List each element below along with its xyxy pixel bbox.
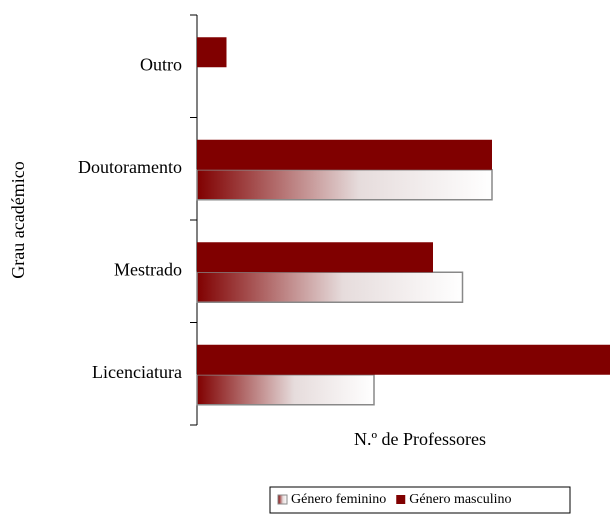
y-tick-label: Outro (140, 54, 182, 74)
x-axis-label: N.º de Professores (354, 429, 486, 449)
y-tick-label: Licenciatura (92, 362, 182, 382)
y-tick-label: Doutoramento (78, 157, 182, 177)
legend-swatch (396, 495, 406, 504)
legend-box (269, 486, 571, 514)
bar (197, 242, 433, 273)
y-axis-label: Grau académico (8, 161, 28, 278)
y-tick-label: Mestrado (114, 259, 182, 279)
legend-label: Género masculino (409, 492, 511, 507)
bar (196, 374, 375, 406)
bar (196, 271, 464, 303)
legend-label: Género feminino (291, 492, 386, 507)
bar (196, 169, 493, 201)
bar (197, 139, 492, 170)
bar (197, 37, 227, 68)
bar (197, 344, 610, 375)
legend-swatch (277, 494, 288, 505)
